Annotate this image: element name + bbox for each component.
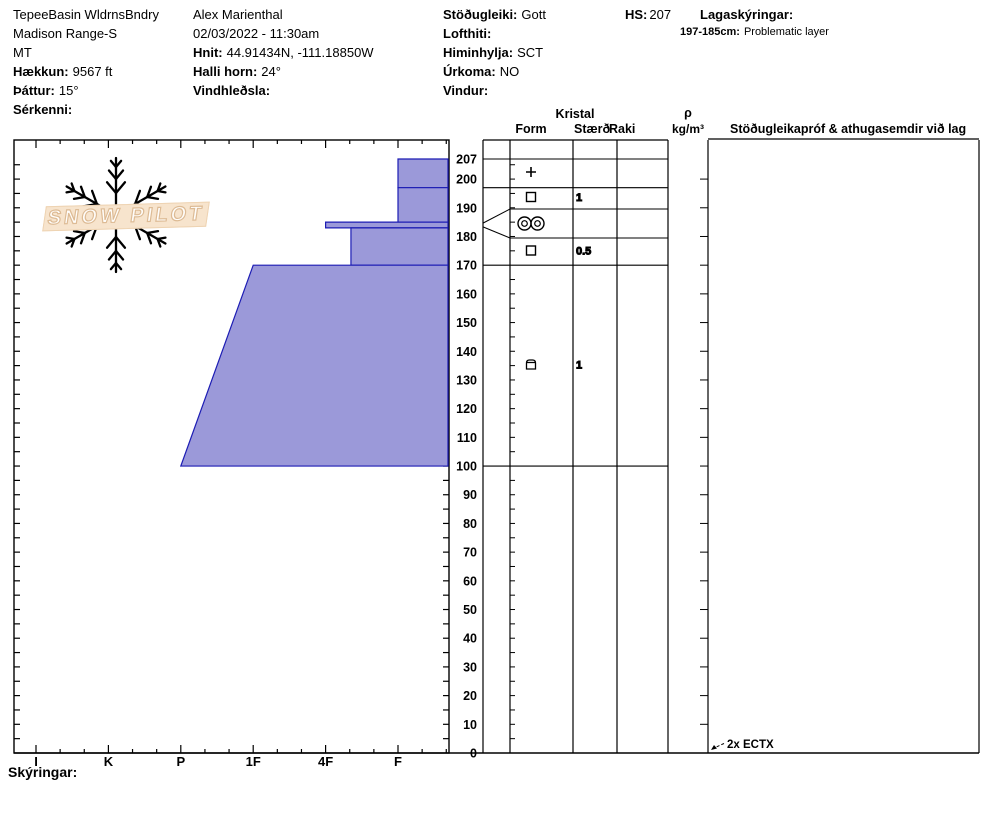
slope-angle-row: Halli horn: 24° bbox=[193, 64, 281, 79]
depth-tick-label: 30 bbox=[463, 660, 477, 674]
header-conditions-column: Stöðugleiki: Gott Lofthiti: Himinhylja: SC… bbox=[443, 5, 546, 100]
grain-symbol-inner-circle bbox=[534, 220, 541, 227]
snow-layer-bar bbox=[397, 158, 449, 189]
depth-tick-label: 90 bbox=[463, 488, 477, 502]
snow-layer-bar bbox=[179, 264, 449, 467]
grain-symbol-square bbox=[525, 191, 537, 203]
depth-tick-label: 207 bbox=[456, 153, 477, 167]
grain-symbol-inner-circle bbox=[521, 220, 528, 227]
depth-tick-label: 110 bbox=[457, 431, 477, 445]
depth-tick-label: 180 bbox=[456, 230, 477, 244]
stability-row: Stöðugleiki: Gott bbox=[443, 7, 546, 22]
hardness-axis-label: I bbox=[34, 754, 38, 769]
wind-loading-row: Vindhleðsla: bbox=[193, 83, 271, 98]
depth-tick-label: 140 bbox=[456, 345, 477, 359]
depth-tick-label: 160 bbox=[456, 287, 477, 301]
snowpilot-logo-banner: SNOW PILOT bbox=[42, 201, 210, 232]
snow-layer-bar bbox=[350, 227, 449, 266]
grain-symbol-square bbox=[525, 245, 537, 256]
elevation-row: Hækkun: 9567 ft bbox=[13, 64, 113, 79]
depth-tick-label: 150 bbox=[456, 316, 477, 330]
stability-notes-header: Stöðugleikapróf & athugasemdir við lag bbox=[730, 122, 966, 136]
hardness-axis-label: P bbox=[176, 754, 185, 769]
depth-tick-label: 40 bbox=[463, 632, 477, 646]
depth-tick-label: 100 bbox=[456, 460, 477, 474]
snowpack-layers bbox=[179, 158, 449, 467]
grain-symbol-circle bbox=[530, 216, 545, 231]
grain-symbol-plus bbox=[526, 167, 536, 177]
kristal-header: Kristal bbox=[556, 107, 595, 121]
snow-layer-bar bbox=[397, 187, 449, 223]
depth-tick-label: 190 bbox=[456, 201, 477, 215]
observation-datetime: 02/03/2022 - 11:30am bbox=[193, 26, 320, 41]
header-observer-column: Alex Marienthal 02/03/2022 - 11:30am Hni… bbox=[193, 5, 374, 100]
depth-tick-label: 10 bbox=[463, 718, 477, 732]
observer-name: Alex Marienthal bbox=[193, 7, 283, 22]
layer-notes-title: Lagaskýringar: bbox=[700, 7, 794, 22]
hardness-axis-label: 4F bbox=[318, 754, 333, 769]
grain-size-value: 0.5 bbox=[576, 246, 591, 258]
depth-tick-label: 70 bbox=[463, 546, 477, 560]
grain-entries: 10.51 bbox=[517, 167, 592, 372]
depth-tick-label: 80 bbox=[463, 517, 477, 531]
header-location-column: TepeeBasin WldrnsBndry Madison Range-S M… bbox=[13, 5, 159, 119]
air-temp-row: Lofthiti: bbox=[443, 26, 492, 41]
hardness-axis-label: K bbox=[104, 754, 114, 769]
depth-tick-label: 170 bbox=[456, 259, 477, 273]
depth-axis-labels: 207 200 190 180 170 160 150 140 130 120 110 100 90 80… bbox=[456, 153, 477, 761]
depth-tick-label: 60 bbox=[463, 574, 477, 588]
grain-symbol-circle bbox=[517, 216, 532, 231]
layer-note-item: 197-185cm: Problematic layer bbox=[680, 26, 829, 38]
hardness-axis-label: 1F bbox=[246, 754, 261, 769]
depth-tick-label: 50 bbox=[463, 603, 477, 617]
test-result-label: 2x ECTX bbox=[727, 739, 774, 751]
snow-layer-bar bbox=[325, 221, 449, 229]
mountain-range: Madison Range-S bbox=[13, 26, 118, 41]
aspect-row: Þáttur: 15° bbox=[13, 83, 79, 98]
features-row: Sérkenni: bbox=[13, 102, 73, 117]
depth-tick-label: 200 bbox=[456, 173, 477, 187]
test-arrowhead bbox=[711, 745, 717, 750]
hardness-axis-label: F bbox=[394, 754, 402, 769]
moisture-header: Raki bbox=[609, 122, 635, 136]
coordinates-row: Hnit: 44.91434N, -111.18850W bbox=[193, 45, 374, 60]
sky-cover-row: Himinhylja: SCT bbox=[443, 45, 544, 60]
density-header: ρ bbox=[684, 106, 692, 120]
pit-notes-label: Skýringar: bbox=[8, 764, 78, 780]
state: MT bbox=[13, 45, 32, 60]
depth-tick-label: 120 bbox=[456, 402, 477, 416]
site-name: TepeeBasin WldrnsBndry bbox=[13, 7, 159, 22]
size-header: Stærð bbox=[574, 122, 610, 136]
stability-test-annotation: 2x ECTX bbox=[711, 739, 774, 751]
layer-expansion-leader bbox=[482, 226, 511, 239]
form-header: Form bbox=[515, 122, 546, 136]
grain-size-value: 1 bbox=[576, 360, 582, 372]
grain-size-value: 1 bbox=[576, 192, 582, 204]
snowflake-arm bbox=[105, 213, 127, 274]
depth-tick-label: 20 bbox=[463, 689, 477, 703]
depth-tick-label: 130 bbox=[456, 373, 477, 387]
test-leader-line bbox=[713, 743, 725, 749]
precipitation-row: Úrkoma: NO bbox=[443, 64, 520, 79]
snow-height-row: HS: 207 bbox=[625, 7, 672, 22]
wind-row: Vindur: bbox=[443, 83, 489, 98]
layer-expansion-leader bbox=[482, 208, 511, 224]
density-unit-header: kg/m³ bbox=[672, 122, 704, 136]
grain-symbol-rounded-square bbox=[525, 359, 537, 370]
